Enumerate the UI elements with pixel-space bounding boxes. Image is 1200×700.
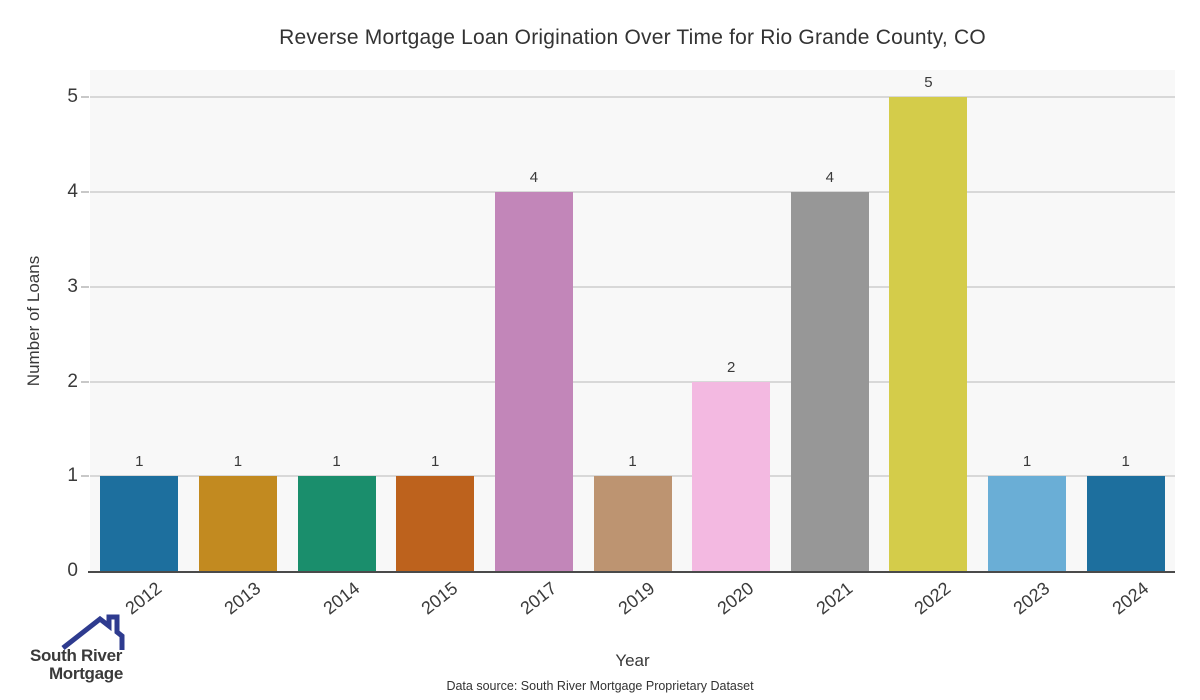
bar-value-label: 1 <box>628 453 637 471</box>
gridline <box>90 191 1175 194</box>
chart-title: Reverse Mortgage Loan Origination Over T… <box>279 26 986 49</box>
data-source-caption: Data source: South River Mortgage Propri… <box>446 679 754 693</box>
bar-value-label: 1 <box>233 453 243 471</box>
x-tick-label-text: 2013 <box>220 578 265 619</box>
bar <box>988 476 1067 571</box>
y-tick-label: 5 <box>67 86 78 108</box>
y-tick-mark <box>81 96 89 99</box>
bar-value-label: 1 <box>1022 453 1032 471</box>
bar-value-label: 1 <box>332 453 341 471</box>
x-tick-label-text: 2023 <box>1009 578 1054 619</box>
bar-value-label: 1 <box>431 453 440 471</box>
y-tick-label: 4 <box>67 181 78 203</box>
x-tick-label-text: 2017 <box>516 578 561 619</box>
house-roof-icon <box>61 614 125 650</box>
plot-area: 1 1 1 1 4 1 2 4 5 1 1 <box>81 70 1175 573</box>
logo-text-line2: Mortgage <box>48 664 124 683</box>
y-tick-label: 2 <box>67 370 78 392</box>
x-tick-label-text: 2014 <box>319 578 363 619</box>
x-tick-label-text: 2015 <box>417 578 462 619</box>
x-tick-label-text: 2024 <box>1108 578 1152 619</box>
x-tick-label-text: 2020 <box>713 578 758 619</box>
bar <box>593 476 672 571</box>
x-tick-label-text: 2019 <box>614 578 659 619</box>
gridline <box>90 285 1175 288</box>
x-axis-title: Year <box>615 651 650 670</box>
bar <box>494 192 573 571</box>
bar <box>889 97 968 571</box>
y-tick-mark <box>81 475 89 478</box>
x-axis-line <box>88 571 1175 573</box>
bar <box>790 192 869 571</box>
bar-value-label: 1 <box>1121 453 1130 471</box>
bar-value-label: 2 <box>726 358 736 376</box>
y-tick-mark <box>81 380 89 383</box>
bar <box>692 381 771 571</box>
y-tick-mark <box>81 191 89 194</box>
x-tick-label-text: 2022 <box>910 578 955 619</box>
bar <box>1086 476 1165 571</box>
bar-value-label: 5 <box>924 74 933 92</box>
gridline <box>90 380 1175 383</box>
y-tick-mark <box>81 285 89 288</box>
logo-text-line1: South River <box>29 646 123 665</box>
gridline <box>90 96 1175 99</box>
y-tick-label: 3 <box>67 275 78 297</box>
bar <box>396 476 475 571</box>
bar-value-label: 4 <box>825 169 834 187</box>
south-river-mortgage-logo: South River Mortgage <box>16 608 136 688</box>
y-tick-label: 1 <box>67 465 78 487</box>
x-tick-label-text: 2021 <box>812 578 857 619</box>
bar <box>297 476 376 571</box>
bar <box>100 476 179 571</box>
bar <box>198 476 277 571</box>
bar-value-label: 1 <box>135 453 144 471</box>
y-tick-label: 0 <box>67 560 78 581</box>
bar-value-label: 4 <box>529 169 539 187</box>
